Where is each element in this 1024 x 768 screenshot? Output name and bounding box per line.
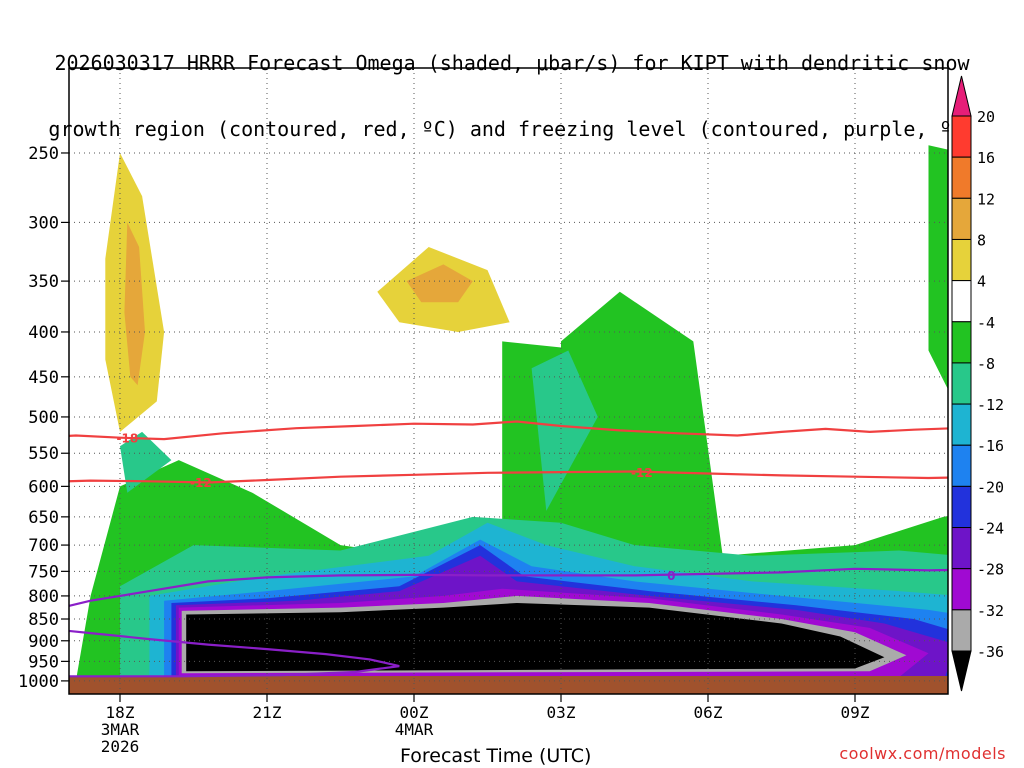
plot-frame: [68, 67, 949, 695]
contour-label: 0: [667, 569, 675, 583]
contour--18: [69, 420, 948, 441]
y-tick-label: 850: [28, 610, 59, 630]
contour-0: [69, 567, 948, 608]
x-date-label: 4MAR: [395, 720, 434, 739]
colorbar-label: 8: [977, 231, 986, 249]
colorbar-segment: [951, 609, 972, 652]
y-tick-label: 450: [28, 368, 59, 388]
y-tick-label: 400: [28, 323, 59, 343]
colorbar-segment: [951, 527, 972, 570]
colorbar-segment: [951, 156, 972, 199]
colorbar-label: -28: [977, 561, 1004, 579]
ground-band: [69, 676, 948, 694]
x-year-label: 2026: [101, 737, 140, 756]
y-tick-label: 550: [28, 444, 59, 464]
x-tick-label: 09Z: [841, 703, 870, 722]
colorbar-segment: [951, 485, 972, 529]
colorbar-segment: [951, 362, 972, 405]
colorbar-label: -32: [977, 602, 1004, 620]
omega-shaded-regions: [75, 145, 948, 681]
x-axis-title: Forecast Time (UTC): [400, 745, 592, 767]
x-tick-label: 18Z: [106, 703, 135, 722]
temperature-contours: -18-12-18-12-1200: [69, 420, 948, 678]
colorbar: 20 16 12 8 4 -4 -8 -12 -16 -20 -24 -28 -32 -36: [951, 75, 1004, 692]
colorbar-label: 4: [977, 273, 986, 291]
colorbar-label: -8: [977, 355, 995, 373]
x-date-label: 3MAR: [101, 720, 140, 739]
omega-region-6: [120, 431, 172, 493]
contour-label: -12: [190, 476, 212, 490]
y-tick-label: 300: [28, 213, 59, 233]
y-tick-label: 700: [28, 536, 59, 556]
y-tick-label: 750: [28, 562, 59, 582]
colorbar-segment: [951, 444, 972, 487]
colorbar-label: 20: [977, 108, 995, 126]
colorbar-label: 16: [977, 149, 995, 167]
x-tick-label: 06Z: [694, 703, 723, 722]
colorbar-label: -24: [977, 520, 1004, 538]
contour--12: [69, 470, 948, 484]
y-tick-label: 900: [28, 632, 59, 652]
y-tick-label: 600: [28, 477, 59, 497]
colorbar-label: -20: [977, 478, 1004, 496]
ground-layer: [69, 676, 948, 694]
contour-freezing-3: [69, 629, 400, 678]
omega-region-5: [531, 350, 598, 511]
colorbar-segment: [951, 568, 972, 611]
y-axis: 2503003504004505005506006507007508008509…: [18, 144, 69, 692]
y-tick-label: 350: [28, 272, 59, 292]
y-tick-label: 1000: [18, 672, 59, 692]
omega-region-1: [928, 145, 948, 390]
omega-region-20: [406, 264, 473, 303]
colorbar-segment: [951, 115, 972, 158]
contour-label: -12: [631, 466, 653, 480]
y-tick-label: 800: [28, 587, 59, 607]
colorbar-label: -4: [977, 314, 995, 332]
colorbar-segment: [951, 403, 972, 446]
x-tick-label: 21Z: [253, 703, 282, 722]
x-tick-label: 03Z: [547, 703, 576, 722]
colorbar-segment: [951, 197, 972, 240]
omega-region-18: [124, 222, 145, 386]
y-tick-label: 250: [28, 144, 59, 164]
y-tick-label: 650: [28, 508, 59, 528]
colorbar-label: 12: [977, 190, 995, 208]
y-tick-label: 500: [28, 408, 59, 428]
colorbar-label: -12: [977, 396, 1004, 414]
x-tick-label: 00Z: [400, 703, 429, 722]
contour-label: -18: [117, 432, 139, 446]
chart-title-line2: growth region (contoured, red, ºC) and f…: [48, 117, 976, 141]
colorbar-bottom-arrow: [951, 650, 972, 692]
colorbar-top-arrow: [951, 75, 972, 117]
colorbar-label: -36: [977, 643, 1004, 661]
y-tick-label: 950: [28, 652, 59, 672]
colorbar-segment: [951, 238, 972, 282]
colorbar-label: -16: [977, 437, 1004, 455]
colorbar-segment: [951, 280, 972, 323]
colorbar-segment: [951, 321, 972, 364]
omega-region-16: [186, 603, 885, 672]
credit-text: coolwx.com/models: [839, 744, 1006, 763]
